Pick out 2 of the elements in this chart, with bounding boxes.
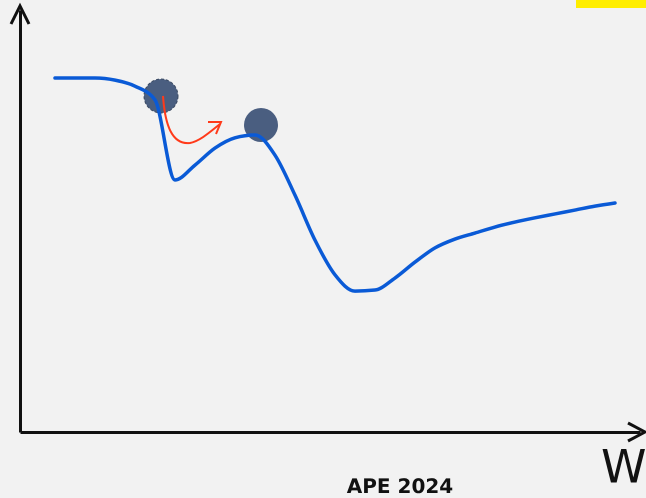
text: APE 2024 (346, 474, 454, 498)
x-axis-title: W (601, 440, 646, 494)
